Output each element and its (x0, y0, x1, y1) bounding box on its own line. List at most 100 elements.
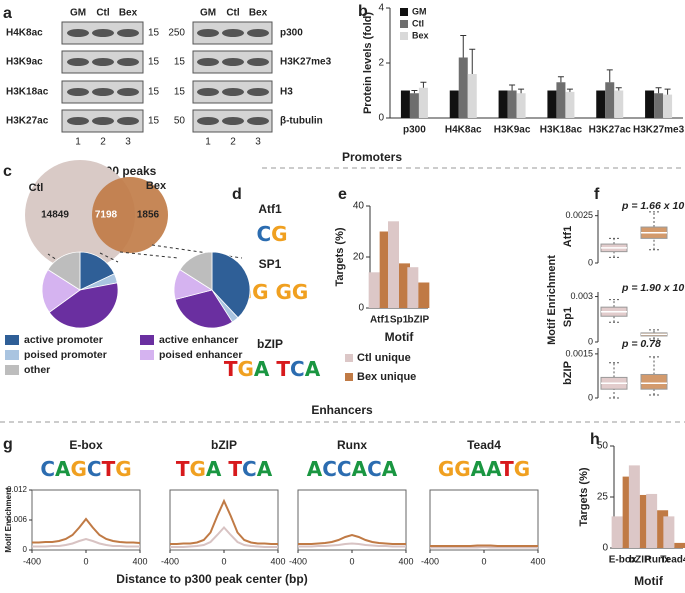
blot-band (247, 58, 269, 66)
bar (646, 493, 658, 548)
lane-number: 1 (205, 137, 211, 148)
x-tick-label: H3K9ac (494, 125, 531, 136)
bar (622, 476, 634, 548)
line (430, 545, 538, 549)
venn-count: 1856 (137, 210, 160, 221)
mw-label: 15 (148, 28, 160, 39)
mw-label: 15 (148, 116, 160, 127)
x-tick-label: 0 (83, 556, 88, 566)
axis-title: Sp1 (562, 307, 574, 327)
y-tick-label: 0 (588, 336, 593, 346)
whisker (609, 316, 619, 323)
bar (507, 90, 517, 118)
y-tick-label: 2 (378, 58, 384, 69)
x-tick-label: -400 (23, 556, 41, 566)
error-bar (557, 76, 564, 83)
legend-label: Ctl (412, 18, 424, 28)
blot-band (67, 88, 89, 96)
error-bar (509, 84, 516, 91)
y-tick-label: 0.006 (7, 515, 28, 524)
legend-swatch (5, 335, 19, 345)
line (298, 533, 406, 545)
x-tick-label: 400 (270, 556, 285, 566)
error-bar (420, 81, 427, 88)
legend-label: poised promoter (24, 349, 107, 361)
y-tick-label: 0 (588, 257, 593, 267)
panel-label: f (594, 186, 600, 203)
pie-slice (211, 251, 251, 319)
mw-label: 15 (174, 57, 186, 68)
legend-swatch (5, 350, 19, 360)
x-tick-label: -400 (289, 556, 307, 566)
whisker (649, 389, 659, 396)
lane-number: 3 (125, 137, 131, 148)
y-tick-label: 0 (378, 113, 384, 124)
motif-name: SP1 (259, 257, 282, 271)
x-tick-label: 0 (481, 556, 486, 566)
venn-set-label: Bex (146, 180, 167, 192)
p-value: p = 0.78 (621, 338, 661, 350)
x-tick-label: p300 (403, 125, 426, 136)
axis (389, 8, 683, 119)
y-tick-label: 0.0015 (565, 348, 593, 358)
axis-title: Motif Enrichment (546, 255, 558, 345)
error-bar (469, 48, 476, 74)
blot-band (92, 117, 114, 125)
pie-slice (174, 289, 233, 329)
pie-slice (47, 251, 81, 291)
x-tick-label: H4K8ac (445, 125, 482, 136)
blot-band (117, 88, 139, 96)
blot-band (117, 29, 139, 37)
x-tick-label: E-box (609, 555, 637, 566)
motif-name: Atf1 (258, 202, 282, 216)
plot-frame (429, 489, 539, 551)
bar (400, 90, 410, 118)
blot-band (247, 29, 269, 37)
protein-label: H4K8ac (6, 28, 43, 39)
venn-count: 14849 (41, 210, 69, 221)
bar (409, 93, 419, 118)
lane-number: 3 (255, 137, 261, 148)
blot-band (247, 117, 269, 125)
error-bar (411, 90, 418, 94)
panel-label: a (3, 5, 12, 22)
mw-label: 15 (174, 87, 186, 98)
bar (628, 465, 640, 548)
x-tick-label: 400 (132, 556, 147, 566)
y-tick-label: 0.012 (7, 485, 28, 494)
whisker (649, 329, 659, 333)
panel-label: d (232, 186, 242, 203)
legend-label: other (24, 364, 50, 376)
line (430, 544, 538, 547)
legend-swatch (345, 373, 353, 381)
axis-title: Motif (634, 574, 664, 588)
axis-title: Motif Enrichment (4, 487, 13, 553)
whisker (649, 238, 659, 251)
whisker (649, 211, 659, 228)
error-bar (615, 87, 622, 91)
legend-swatch (400, 8, 408, 16)
section-title: Enhancers (311, 403, 373, 417)
bar (596, 90, 606, 118)
x-tick-label: bZIP (629, 555, 651, 566)
section-title: Promoters (342, 150, 402, 164)
bar (663, 94, 673, 118)
pie-slice (48, 282, 119, 329)
legend-swatch (140, 335, 154, 345)
bar (467, 74, 477, 118)
bar (399, 263, 410, 308)
x-tick-label: -400 (161, 556, 179, 566)
blot-band (197, 117, 219, 125)
line (32, 537, 140, 548)
x-tick-label: 0 (349, 556, 354, 566)
x-tick-label: -400 (421, 556, 439, 566)
legend-label: Bex (412, 30, 429, 40)
blot-band (92, 88, 114, 96)
p-value: p = 1.90 x 10 (621, 282, 684, 294)
x-tick-label: H3K27ac (589, 125, 632, 136)
x-tick-label: 0 (221, 556, 226, 566)
y-tick-label: 0 (358, 303, 364, 314)
x-tick-label: H3K27me3 (633, 125, 685, 136)
y-tick-label: 25 (597, 492, 609, 503)
